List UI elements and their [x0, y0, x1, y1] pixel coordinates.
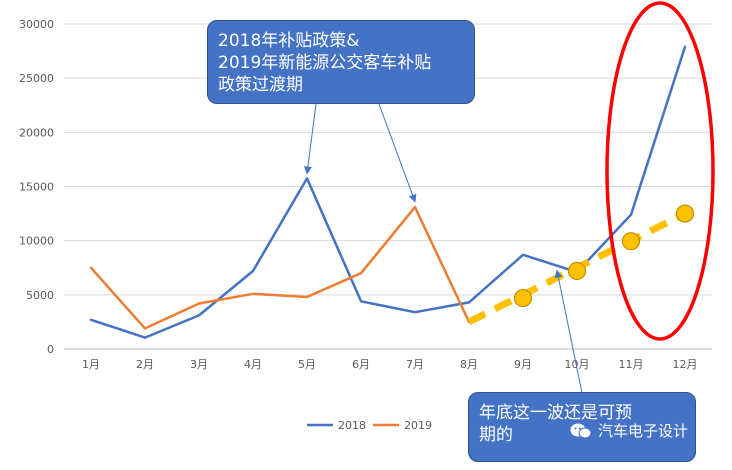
- highlight-ellipse: [605, 1, 715, 341]
- policy-callout-line-2: 2019年新能源公交客车补贴: [218, 53, 432, 73]
- wechat-icon: [570, 423, 592, 438]
- series-line-2019: [89, 205, 471, 330]
- y-tick-label: 0: [47, 343, 54, 356]
- x-tick-label: 12月: [673, 358, 698, 371]
- forecast-marker: [567, 261, 587, 281]
- y-tick-label: 25000: [19, 72, 54, 85]
- x-tick-label: 3月: [190, 358, 208, 371]
- forecast-arrow: [554, 269, 583, 394]
- legend: 2018 2019: [307, 419, 432, 432]
- policy-arrow-may: [303, 103, 317, 175]
- x-tick-label: 5月: [298, 358, 316, 371]
- watermark-text: 汽车电子设计: [598, 422, 689, 440]
- x-tick-label: 10月: [565, 358, 590, 371]
- legend-label-2018: 2018: [338, 419, 366, 432]
- x-tick-label: 9月: [514, 358, 532, 371]
- x-tick-label: 2月: [136, 358, 154, 371]
- policy-callout-line-1: 2018年补贴政策&: [218, 31, 360, 51]
- x-tick-label: 11月: [619, 358, 644, 371]
- forecast-marker: [513, 288, 533, 308]
- y-tick-label: 15000: [19, 181, 54, 194]
- y-tick-label: 20000: [19, 126, 54, 139]
- policy-callout: 2018年补贴政策& 2019年新能源公交客车补贴 政策过渡期: [207, 20, 475, 104]
- y-tick-label: 5000: [26, 289, 54, 302]
- y-tick-label: 10000: [19, 235, 54, 248]
- policy-arrow-jul: [378, 103, 417, 203]
- watermark: 汽车电子设计: [570, 420, 688, 441]
- forecast-callout-line-2: 期的: [479, 425, 513, 445]
- x-tick-label: 7月: [406, 358, 424, 371]
- forecast-marker: [621, 232, 641, 251]
- legend-label-2019: 2019: [404, 419, 432, 432]
- x-tick-label: 4月: [244, 358, 262, 371]
- x-tick-label: 8月: [460, 358, 478, 371]
- policy-callout-line-3: 政策过渡期: [218, 75, 303, 95]
- y-tick-label: 30000: [19, 18, 54, 31]
- forecast-marker: [675, 204, 695, 223]
- x-tick-label: 6月: [352, 358, 370, 371]
- x-tick-label: 1月: [82, 358, 100, 371]
- forecast-callout-line-1: 年底这一波还是可预: [479, 403, 632, 423]
